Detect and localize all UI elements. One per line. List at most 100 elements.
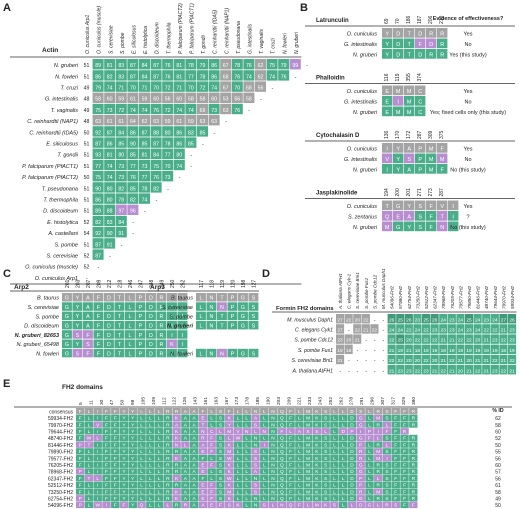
fh2-residue-bg <box>207 428 216 435</box>
actin-cell-bg <box>81 81 92 92</box>
fh2-residue-text: L <box>237 442 240 448</box>
actin-col-label: N. gruberi <box>294 31 300 54</box>
fh2-residue-text: L <box>158 463 161 469</box>
fh2-residue-bg <box>172 481 181 488</box>
fh2-residue-text: L <box>333 449 336 455</box>
arp3-residue-bg <box>206 348 217 358</box>
actin-cell-bg <box>197 70 208 81</box>
formin-cell-text: 24 <box>475 328 481 334</box>
actin-cell-bg <box>104 126 116 137</box>
fh2-residue-text: F <box>105 456 108 462</box>
fh2-residue-text: I <box>97 489 98 495</box>
actin-cell-text: 90 <box>130 142 136 148</box>
drug-row-label: G. intestinalis <box>344 100 377 106</box>
fh2-residue-text: S <box>324 496 327 502</box>
fh2-residue-text: Q <box>280 483 284 489</box>
fh2-residue-bg <box>137 481 146 488</box>
arp2-residue-text: I <box>182 333 183 339</box>
fh2-residue-bg <box>277 488 286 495</box>
actin-diagonal: - <box>155 197 157 203</box>
fh2-residue-text: F <box>114 409 117 415</box>
actin-cell-bg <box>162 81 174 92</box>
panel-letter-b: B <box>300 2 308 14</box>
arp3-residue-text: G <box>241 324 245 330</box>
arp3-residue-text: S <box>252 351 256 357</box>
panel-b-drug-binding-residues: Evidence of effectiveness?Latrunculin 69 7… <box>305 15 515 232</box>
actin-diagonal: - <box>179 175 181 181</box>
fh2-residue-bg <box>128 421 137 428</box>
actin-cell-text: 74 <box>107 175 113 181</box>
residue-cell-bg <box>404 96 415 106</box>
fh2-residue-text: L <box>245 442 248 448</box>
fh2-residue-bg <box>146 448 155 455</box>
actin-cell-text: 79 <box>200 63 206 69</box>
fh2-residue-text: L <box>158 503 161 509</box>
fh2-residue-bg <box>382 475 392 482</box>
arp2-row-label: N. gruberi_82653 <box>15 333 59 339</box>
fh2-residue-bg <box>286 461 295 468</box>
fh2-position: 47 <box>109 399 115 405</box>
fh2-residue-bg <box>382 414 392 421</box>
fh2-residue-bg <box>84 414 94 421</box>
fh2-residue-text: L <box>342 422 345 428</box>
fh2-residue-text: L <box>307 503 310 509</box>
fh2-residue-text: L <box>386 422 389 428</box>
formin-dash: - <box>374 317 376 323</box>
formin-dash: - <box>382 358 384 364</box>
formin-cell-bg <box>336 314 345 324</box>
actin-row-label: O. cuniculus Arp1 <box>35 276 78 282</box>
actin-col-label: D. discoideum <box>155 22 161 54</box>
fh2-residue-bg <box>365 448 374 455</box>
arp2-position: 201 <box>65 279 71 288</box>
arp3-residue-bg <box>227 320 238 330</box>
fh2-residue-text: L <box>245 416 248 422</box>
fh2-residue-text: N <box>201 429 205 435</box>
fh2-residue-bg <box>76 495 85 502</box>
fh2-residue-text: W <box>95 503 100 509</box>
fh2-residue-bg <box>172 461 181 468</box>
fh2-residue-bg <box>338 434 348 442</box>
formin-cell-text: 22 <box>423 358 429 364</box>
fh2-residue-bg <box>295 475 304 482</box>
fh2-residue-bg <box>321 495 330 502</box>
arp2-residue-bg <box>104 293 114 302</box>
formin-cell-text: 19 <box>509 348 515 354</box>
arp2-row-label: B. taurus <box>37 296 59 302</box>
residue-cell-text: M <box>385 225 390 231</box>
arp2-residue-bg <box>83 311 93 321</box>
actin-cell-text: 97 <box>118 209 124 215</box>
fh2-residue-text: R <box>412 422 416 428</box>
fh2-residue-text: M <box>376 449 380 455</box>
fh2-residue-bg <box>242 414 251 421</box>
fh2-residue-bg <box>295 461 304 468</box>
fh2-residue-text: Y <box>122 489 126 495</box>
fh2-residue-text: M <box>306 476 310 482</box>
arp2-residue-bg <box>146 339 156 348</box>
fh2-residue-bg <box>181 408 190 415</box>
fh2-residue-text: Y <box>122 409 126 415</box>
actin-cell-bg <box>220 59 232 70</box>
fh2-residue-bg <box>382 488 392 495</box>
fh2-residue-text: D <box>350 442 354 448</box>
arp2-residue-text: T <box>118 351 122 357</box>
fh2-residue-text: L <box>149 416 152 422</box>
formin-row-label: M. musculus Daph1 <box>287 317 333 323</box>
actin-cell-text: 76 <box>165 74 171 80</box>
fh2-residue-text: L <box>245 469 248 475</box>
fh2-residue-bg <box>233 434 243 442</box>
formin-cell-text: 26 <box>389 317 395 323</box>
fh2-residue-text: L <box>333 456 336 462</box>
fh2-residue-text: S <box>219 436 222 442</box>
actin-cell-bg <box>127 103 139 115</box>
fh2-residue-text: L <box>298 422 301 428</box>
fh2-residue-text: F <box>394 476 397 482</box>
fh2-residue-text: L <box>245 483 248 489</box>
fh2-residue-text: A <box>184 463 188 469</box>
fh2-residue-text: N <box>254 436 258 442</box>
actin-cell-text: 51 <box>84 153 90 159</box>
residue-cell-bg <box>437 153 448 164</box>
residue-cell-text: Y <box>396 157 400 163</box>
fh2-residue-text: F <box>79 463 82 469</box>
formin-cell-bg <box>413 314 422 324</box>
actin-cell-bg <box>81 148 92 159</box>
